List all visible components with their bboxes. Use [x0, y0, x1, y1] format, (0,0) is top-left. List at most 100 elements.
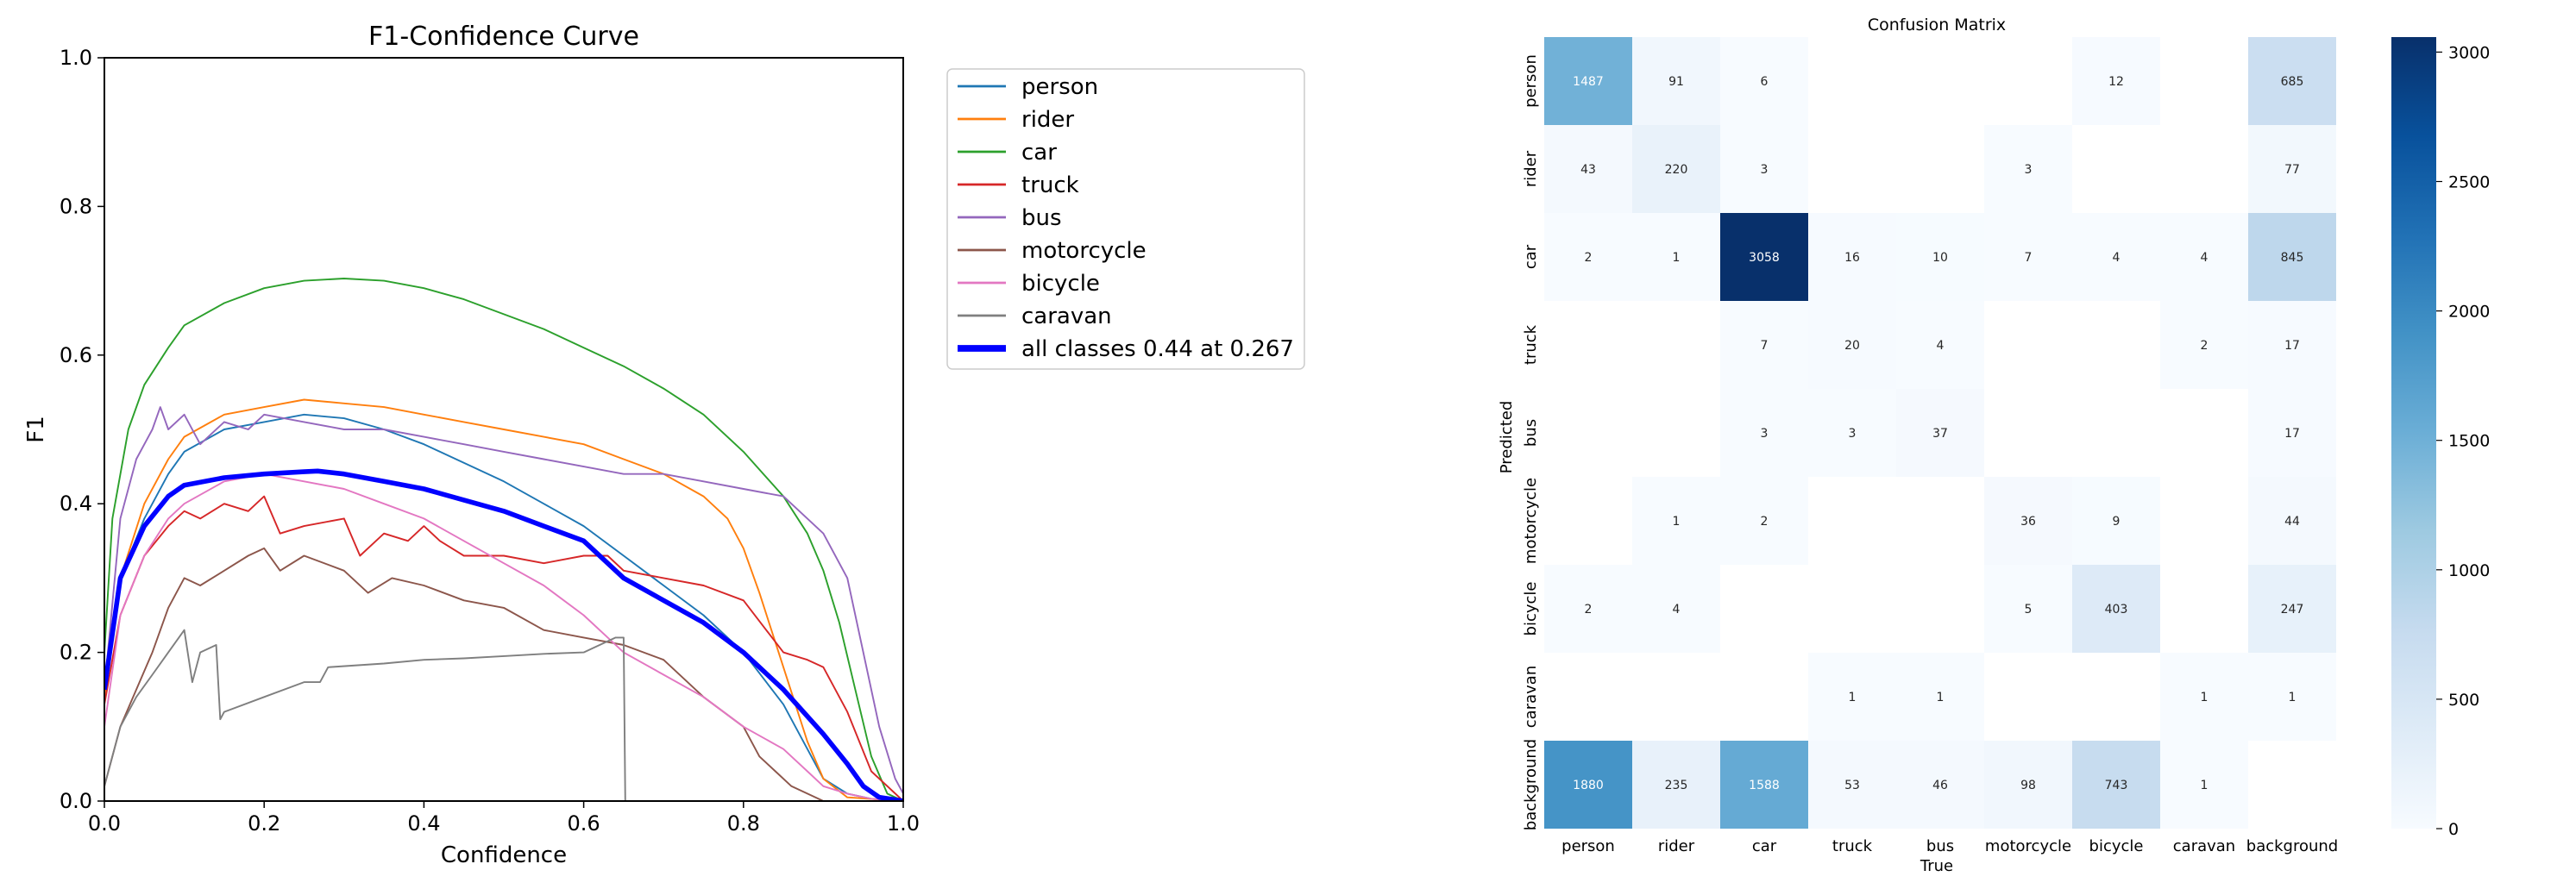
- x-tick-label: rider: [1658, 837, 1695, 855]
- cell-value: 1: [2201, 691, 2208, 704]
- matrix-cell: [1544, 477, 1632, 565]
- cell-value: 685: [2281, 75, 2304, 89]
- matrix-cell: [1896, 213, 1984, 301]
- matrix-cell: [1720, 213, 1808, 301]
- matrix-cell: [1984, 741, 2072, 829]
- legend-entry: motorcycle: [1021, 238, 1147, 264]
- matrix-cell: [2248, 741, 2336, 829]
- matrix-cell: [1720, 565, 1808, 653]
- matrix-cell: [1632, 301, 1720, 389]
- colorbar-tick-label: 3000: [2448, 43, 2490, 62]
- matrix-cell: [2248, 125, 2336, 213]
- y-tick-label: 0.4: [60, 491, 92, 516]
- matrix-cell: [1720, 653, 1808, 741]
- cell-value: 53: [1844, 779, 1860, 792]
- matrix-cell: [1896, 301, 1984, 389]
- x-tick-label: caravan: [2173, 837, 2235, 855]
- cell-value: 44: [2284, 515, 2300, 529]
- matrix-cell: [1984, 125, 2072, 213]
- series-line-3: [104, 495, 903, 801]
- colorbar-tick-label: 1000: [2448, 561, 2490, 580]
- colorbar-tick-label: 2500: [2448, 173, 2490, 192]
- matrix-cell: [1544, 389, 1632, 477]
- colorbar-ticks: 0 500 1000 1500 2000 2500 3000: [2436, 43, 2490, 839]
- cell-value: 17: [2284, 427, 2300, 441]
- matrix-cell: [1896, 37, 1984, 125]
- matrix-cell: [1896, 741, 1984, 829]
- f1-legend: person rider car truck bus motorcycle bicycle c…: [946, 68, 1305, 370]
- cell-value: 3: [1761, 163, 1769, 177]
- f1-chart-title: F1-Confidence Curve: [368, 22, 639, 52]
- y-tick-label: background: [1522, 739, 1540, 830]
- matrix-cell: [2160, 389, 2248, 477]
- matrix-cell: [2160, 653, 2248, 741]
- x-tick-label: truck: [1832, 837, 1873, 855]
- matrix-cell: [1984, 37, 2072, 125]
- matrix-cell: [2160, 741, 2248, 829]
- f1-y-ticks: 0.0 0.2 0.4 0.6 0.8 1.0: [60, 46, 104, 813]
- cell-value: 743: [2105, 779, 2128, 792]
- matrix-cell: [2248, 653, 2336, 741]
- cell-value: 1: [1849, 691, 1857, 704]
- cell-value: 1: [1937, 691, 1945, 704]
- matrix-cell: [2072, 37, 2160, 125]
- cell-value: 403: [2105, 603, 2128, 617]
- cell-value: 37: [1932, 427, 1948, 441]
- y-tick-label: bus: [1522, 419, 1540, 447]
- matrix-cell: [2072, 741, 2160, 829]
- matrix-cell: [2072, 301, 2160, 389]
- matrix-cell: [1808, 213, 1896, 301]
- series-line-1: [104, 398, 903, 801]
- legend-entry: bicycle: [1021, 271, 1100, 297]
- matrix-cell: [2072, 653, 2160, 741]
- series-line-4: [104, 406, 903, 794]
- matrix-cell: [1544, 125, 1632, 213]
- matrix-cell: [1720, 389, 1808, 477]
- matrix-cell: [1808, 477, 1896, 565]
- series-line-5: [104, 547, 903, 801]
- y-tick-label: 0.8: [60, 194, 92, 218]
- cell-value: 247: [2281, 603, 2304, 617]
- y-tick-label: rider: [1522, 150, 1540, 187]
- matrix-cell: [1632, 653, 1720, 741]
- cell-value: 46: [1932, 779, 1948, 792]
- x-tick-label: car: [1752, 837, 1777, 855]
- colorbar: [2391, 37, 2436, 829]
- matrix-cell: [1808, 389, 1896, 477]
- matrix-cell: [1984, 565, 2072, 653]
- cell-value: 1: [1673, 251, 1681, 265]
- x-tick-label: bus: [1926, 837, 1954, 855]
- matrix-cell: [1720, 477, 1808, 565]
- cell-value: 1: [2201, 779, 2208, 792]
- legend-entry: person: [1021, 74, 1098, 100]
- f1-x-ticks: 0.0 0.2 0.4 0.6 0.8 1.0: [88, 801, 920, 836]
- legend-entry: all classes 0.44 at 0.267: [1021, 336, 1294, 362]
- series-line-0: [104, 413, 903, 801]
- y-tick-label: truck: [1522, 324, 1540, 365]
- matrix-cell: [1808, 565, 1896, 653]
- cell-value: 98: [2020, 779, 2036, 792]
- matrix-cell: [1544, 37, 1632, 125]
- cell-value: 2: [2201, 339, 2208, 353]
- matrix-cell: [1720, 301, 1808, 389]
- cell-value: 1487: [1573, 75, 1604, 89]
- matrix-cell: [2072, 389, 2160, 477]
- f1-axes-frame: [104, 57, 904, 802]
- matrix-cell: [1632, 125, 1720, 213]
- matrix-cell: [1544, 741, 1632, 829]
- matrix-cell: [1544, 301, 1632, 389]
- matrix-cell: [1632, 741, 1720, 829]
- matrix-cell: [2072, 213, 2160, 301]
- colorbar-tick-label: 1500: [2448, 432, 2490, 451]
- matrix-cell: [1808, 653, 1896, 741]
- y-tick-label: 0.0: [60, 789, 92, 813]
- x-tick-label: 1.0: [887, 811, 920, 836]
- cell-value: 77: [2284, 163, 2300, 177]
- matrix-cell: [2160, 125, 2248, 213]
- matrix-cell: [2248, 477, 2336, 565]
- matrix-cell: [1632, 477, 1720, 565]
- matrix-cell: [2072, 477, 2160, 565]
- matrix-cell: [1544, 213, 1632, 301]
- matrix-cell: [2248, 213, 2336, 301]
